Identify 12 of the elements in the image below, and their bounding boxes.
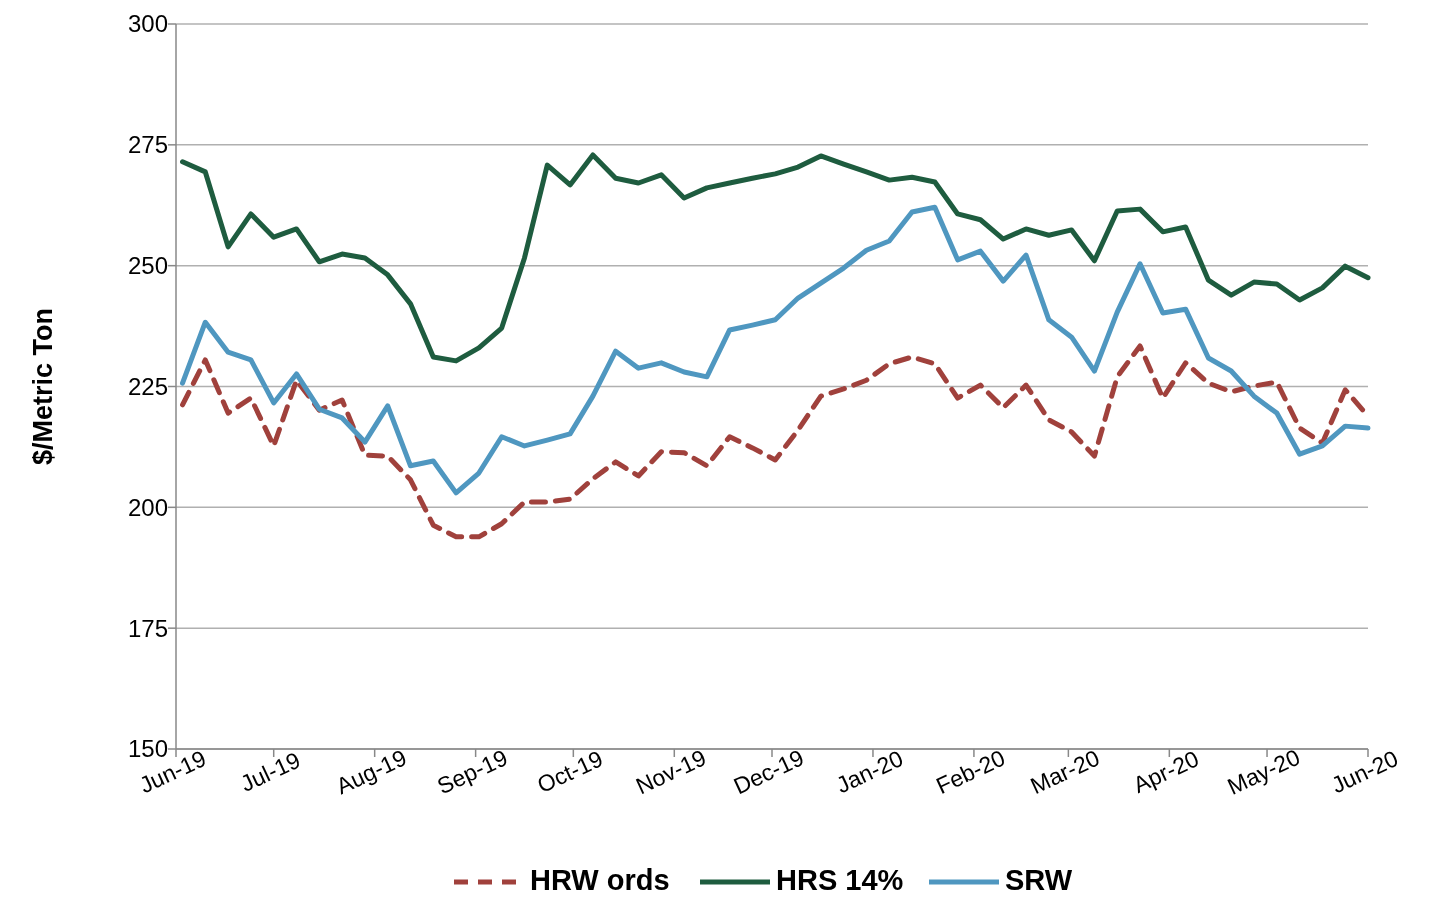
y-tick-label: 225 <box>127 372 169 400</box>
y-tick-label: 200 <box>127 493 169 521</box>
y-tick-label: 250 <box>127 252 169 280</box>
y-axis-title: $/Metric Ton <box>28 307 58 466</box>
x-tick-label: Jul-19 <box>236 746 305 797</box>
y-tick-label: 275 <box>127 131 169 159</box>
legend-label: HRS 14% <box>776 864 904 896</box>
x-tick-label: Oct-19 <box>533 745 607 799</box>
legend-label: SRW <box>1005 864 1073 896</box>
y-tick-label: 300 <box>127 10 169 38</box>
legend-label: HRW ords <box>530 864 670 896</box>
y-tick-label: 175 <box>127 614 169 642</box>
